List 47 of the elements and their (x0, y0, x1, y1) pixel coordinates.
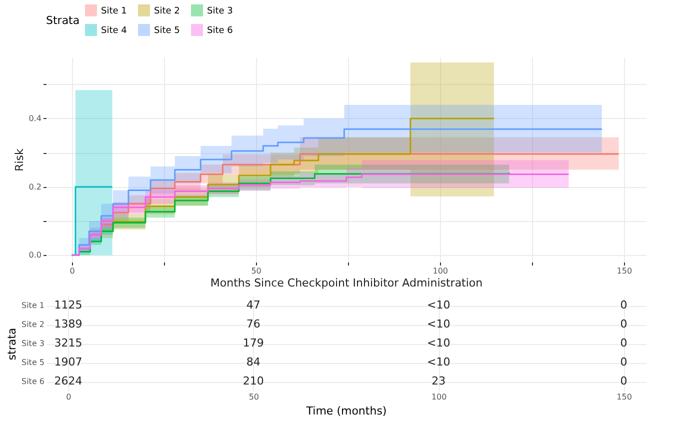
x-tick-label: 150 (616, 392, 632, 402)
y-axis-title: Risk (12, 148, 26, 172)
x-tick-label: 100 (431, 392, 447, 402)
x-tick-label: 50 (251, 266, 262, 276)
text: <10 (426, 336, 450, 350)
legend-label: Site 1 (101, 6, 127, 16)
x-axis-title: Months Since Checkpoint Inhibitor Administration (210, 276, 483, 290)
data-label: 1907 (54, 356, 82, 368)
data-label: 3215 (54, 336, 82, 350)
data-label: 76 (246, 318, 260, 330)
legend-label: Site 6 (207, 26, 234, 36)
text: <10 (426, 356, 450, 368)
x-tick-label: 50 (248, 392, 259, 402)
y-tick-label: 0.2 (28, 182, 42, 192)
data-label: 0 (620, 356, 628, 368)
data-label: 0 (620, 318, 628, 330)
legend-title: Strata (46, 14, 80, 27)
legend-label: Site 4 (101, 26, 128, 36)
y-tick-label: Site 3 (22, 339, 44, 348)
y-tick-label: Site 1 (22, 301, 44, 310)
x-tick-label: 0 (66, 392, 72, 402)
legend-label: Site 3 (207, 6, 233, 16)
data-label: 1125 (54, 298, 82, 312)
y-tick-label: 0.4 (28, 114, 42, 123)
y-tick-label: Site 5 (22, 358, 44, 367)
data-label: 23 (432, 374, 446, 388)
x-tick-label: 0 (70, 266, 75, 276)
data-label: 0 (620, 298, 628, 312)
data-label: 210 (242, 374, 264, 388)
data-label: 84 (246, 356, 260, 368)
data-label: 179 (242, 336, 264, 350)
x-axis-title: Time (months) (305, 404, 387, 418)
text: <10 (426, 298, 450, 312)
data-label: 0 (620, 336, 628, 350)
data-label: 0 (620, 374, 628, 388)
data-label: 2624 (54, 374, 82, 388)
legend-label: Site 2 (154, 6, 180, 16)
text: <10 (426, 318, 450, 330)
data-label: 1389 (54, 318, 82, 330)
y-axis-title: strata (6, 328, 19, 360)
x-tick-label: 150 (616, 266, 632, 276)
legend-label: Site 5 (154, 26, 180, 36)
data-label: 47 (246, 298, 260, 312)
y-tick-label: Site 2 (22, 320, 44, 329)
x-tick-label: 100 (432, 266, 448, 276)
y-tick-label: 0.0 (28, 250, 42, 260)
y-tick-label: Site 6 (22, 377, 44, 386)
